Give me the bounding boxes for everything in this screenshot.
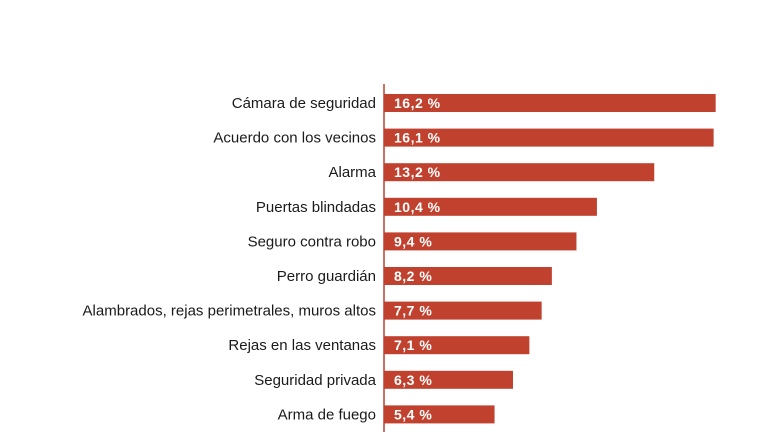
- bar: [384, 370, 513, 389]
- value-label: 6,3 %: [394, 372, 432, 388]
- bar: [384, 301, 542, 320]
- value-labels-group: 16,2 % 16,1 % 13,2 % 10,4 % 9,4 % 8,2 % 7,7 % 7…: [394, 95, 441, 422]
- value-label: 7,7 %: [394, 303, 432, 319]
- category-label: Perro guardián: [277, 268, 376, 285]
- bar: [384, 163, 655, 182]
- category-label: Alambrados, rejas perimetrales, muros al…: [83, 303, 376, 320]
- category-label: Cámara de seguridad: [232, 95, 376, 112]
- bar: [384, 197, 597, 216]
- value-label: 8,2 %: [394, 268, 432, 284]
- bar: [384, 128, 714, 147]
- bars-group: [384, 94, 716, 424]
- bar: [384, 405, 495, 424]
- value-label: 13,2 %: [394, 164, 441, 180]
- category-label: Seguro contra robo: [248, 233, 376, 250]
- bar: [384, 94, 716, 112]
- value-label: 5,4 %: [394, 406, 432, 422]
- category-label: Acuerdo con los vecinos: [213, 130, 376, 147]
- value-label: 9,4 %: [394, 233, 432, 249]
- value-label: 7,1 %: [394, 337, 432, 353]
- bar: [384, 232, 577, 251]
- bar: [384, 336, 530, 355]
- value-label: 16,1 %: [394, 130, 441, 146]
- category-label: Puertas blindadas: [256, 199, 376, 216]
- category-label: Arma de fuego: [278, 406, 376, 423]
- value-label: 16,2 %: [394, 95, 441, 111]
- category-label: Rejas en las ventanas: [228, 337, 376, 354]
- category-label: Seguridad privada: [254, 372, 376, 389]
- bar: [384, 267, 552, 285]
- category-label: Alarma: [328, 164, 376, 181]
- category-labels-group: Cámara de seguridad Acuerdo con los vecin…: [83, 95, 377, 423]
- value-label: 10,4 %: [394, 199, 441, 215]
